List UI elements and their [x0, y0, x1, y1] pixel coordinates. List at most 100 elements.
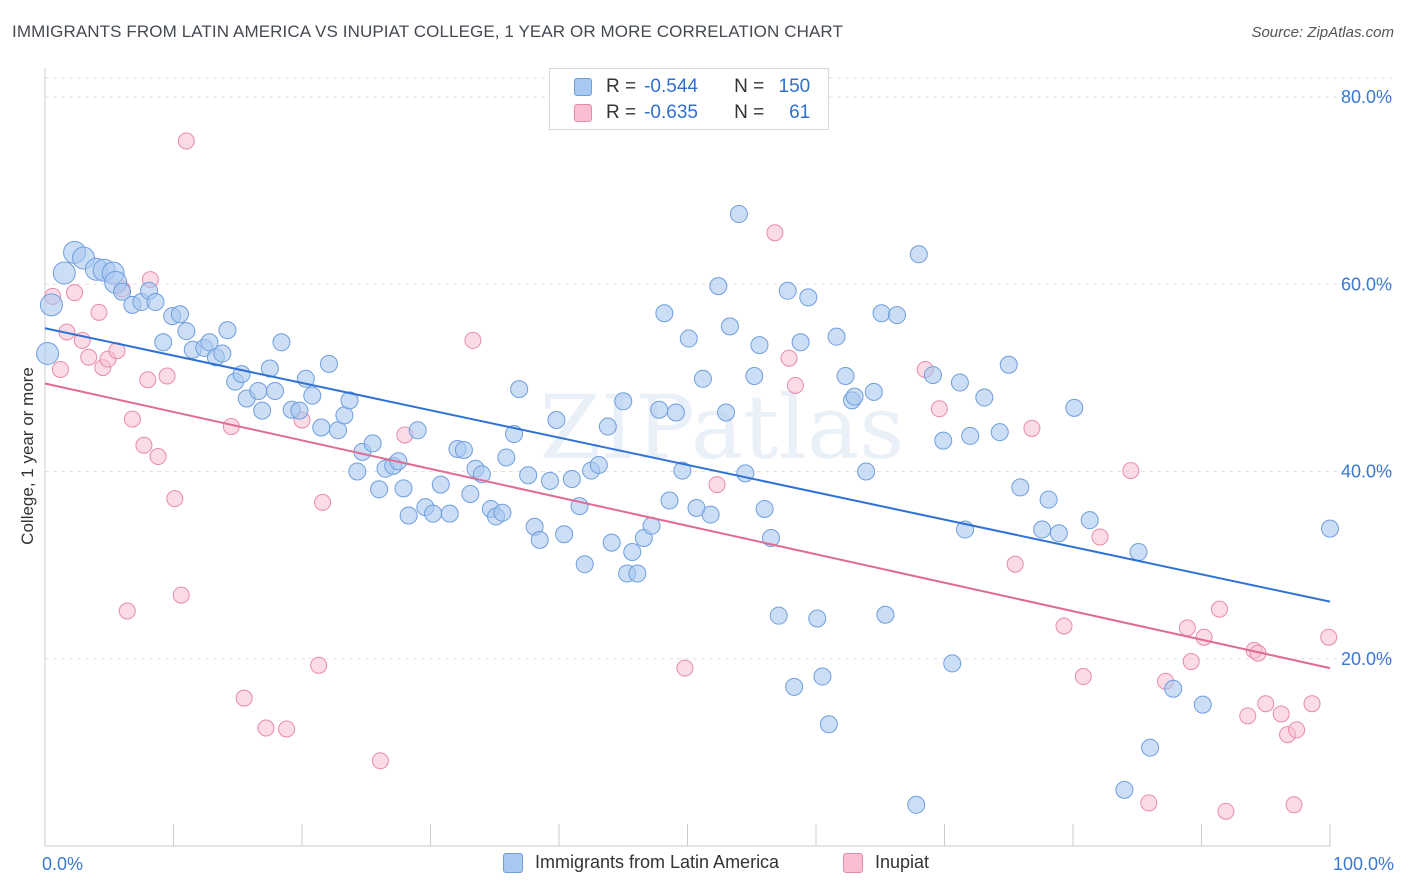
tick-label-layer: 20.0% 40.0% 60.0% 80.0% 0.0% 100.0% [42, 87, 1394, 874]
source-label: Source: ZipAtlas.com [1251, 24, 1394, 41]
latin-america-point [887, 306, 906, 325]
latin-america-point [666, 403, 685, 422]
inupiat-point [1217, 802, 1235, 820]
latin-america-point [154, 333, 173, 352]
latin-america-point [1321, 519, 1339, 538]
legend-swatch-pink [843, 852, 863, 873]
inupiat-point [786, 376, 804, 394]
latin-america-point [623, 543, 642, 562]
inupiat-point [464, 331, 482, 349]
latin-america-point [113, 282, 132, 301]
latin-america-point [348, 462, 367, 481]
latin-america-point [717, 403, 736, 422]
latin-america-point [497, 448, 516, 467]
latin-america-points [36, 205, 1339, 814]
latin-america-point [363, 434, 382, 453]
latin-america-point [461, 484, 480, 503]
latin-america-point [808, 609, 827, 628]
latin-america-point [200, 333, 219, 352]
latin-america-point [827, 327, 846, 346]
latin-america-point [1141, 738, 1160, 757]
inupiat-point [1006, 555, 1024, 573]
inupiat-point [930, 400, 948, 418]
latin-america-point [864, 382, 883, 401]
legend-swatch-blue [574, 78, 592, 96]
stats-legend: R = -0.544 N = 150 R = -0.635 N = 61 [549, 68, 829, 130]
latin-america-point [424, 504, 443, 523]
latin-america-point [907, 795, 926, 814]
inupiat-point [1288, 721, 1306, 739]
inupiat-point [1055, 617, 1073, 635]
latin-america-point [335, 406, 354, 425]
legend-r-label: R = [606, 102, 637, 123]
latin-america-point [328, 421, 347, 440]
legend-item-inupiat[interactable]: Inupiat [843, 852, 929, 873]
inupiat-point [166, 490, 184, 508]
legend-r-value: -0.635 [644, 102, 698, 123]
latin-america-point [729, 205, 748, 224]
inupiat-point [1210, 600, 1228, 618]
latin-america-point [399, 506, 418, 525]
latin-america-point [876, 605, 895, 624]
latin-america-point [1115, 780, 1134, 799]
legend-n-label: N = [734, 102, 765, 123]
latin-america-point [52, 261, 76, 285]
latin-america-point [950, 373, 969, 392]
inupiat-point [1023, 419, 1041, 437]
inupiat-point [149, 448, 167, 466]
inupiat-point [1091, 528, 1109, 546]
y-axis-label: College, 1 year or more [18, 367, 37, 545]
latin-america-point [709, 277, 728, 296]
latin-america-point [272, 333, 291, 352]
legend-swatch-pink [574, 104, 592, 122]
inupiat-point [1303, 695, 1321, 713]
inupiat-point [1257, 695, 1275, 713]
inupiat-point [1320, 628, 1338, 646]
inupiat-point [1285, 796, 1303, 814]
latin-america-point [319, 354, 338, 373]
inupiat-point [708, 476, 726, 494]
latin-america-point [253, 401, 272, 420]
latin-america-point [303, 386, 322, 405]
x-tick-label: 100.0% [1333, 854, 1394, 874]
series-legend: Immigrants from Latin America Inupiat [0, 852, 1406, 878]
latin-america-point [975, 388, 994, 407]
latin-america-point [1049, 524, 1068, 543]
inupiat-point [135, 436, 153, 454]
latin-america-point [769, 606, 788, 625]
latin-america-point [961, 426, 980, 445]
latin-america-point [909, 245, 928, 264]
inupiat-point [1122, 462, 1140, 480]
latin-america-point [1164, 679, 1183, 698]
latin-america-point [1033, 520, 1052, 539]
inupiat-point [90, 303, 108, 321]
latin-america-point [1065, 398, 1084, 417]
trend-layer [44, 327, 1331, 670]
latin-america-point [673, 461, 692, 480]
inupiat-point [118, 602, 136, 620]
axis-layer [44, 68, 1331, 847]
latin-america-point [312, 418, 331, 437]
inupiat-point [780, 349, 798, 367]
legend-n-value: 150 [778, 76, 811, 97]
latin-america-point [872, 304, 891, 323]
latin-america-point [614, 392, 633, 411]
trend-line-inupiat [44, 382, 1331, 670]
inupiat-point [676, 659, 694, 677]
legend-item-latin-america[interactable]: Immigrants from Latin America [503, 852, 779, 873]
latin-america-point [836, 367, 855, 386]
latin-america-point [755, 499, 774, 518]
latin-america-point [36, 342, 60, 366]
latin-america-point [1193, 695, 1212, 714]
inupiat-point [1182, 653, 1200, 671]
latin-america-point [679, 329, 698, 348]
inupiat-point [139, 371, 157, 389]
inupiat-point [51, 360, 69, 378]
trend-line-latin-america [44, 327, 1331, 603]
latin-america-point [1039, 490, 1058, 509]
latin-america-point [1011, 478, 1030, 497]
latin-america-point [440, 504, 459, 523]
latin-america-point [923, 366, 942, 385]
latin-america-point [493, 503, 512, 522]
